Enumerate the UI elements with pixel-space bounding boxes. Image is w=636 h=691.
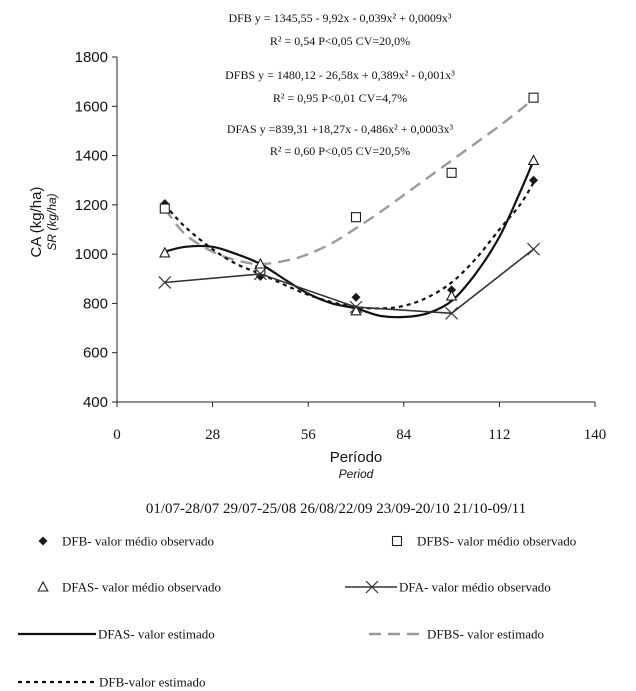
legend-label-dfas_obs: DFAS- valor médio observado <box>62 580 221 595</box>
point-dfbs_obs <box>350 212 362 223</box>
y-tick-label: 600 <box>83 345 108 362</box>
fit-line-dfas_fit <box>164 160 535 319</box>
legend-item-dfbs_obs: DFBS- valor médio observado <box>391 534 576 549</box>
equation-dfas-stats: R² = 0,60 P<0,05 CV=20,5% <box>270 144 410 158</box>
point-dfas_obs <box>527 154 540 166</box>
equation-dfb-stats: R² = 0,54 P<0,05 CV=20,0% <box>270 34 410 48</box>
point-dfa_obs <box>158 276 172 289</box>
plot-area <box>158 92 540 320</box>
equation-dfb: DFB y = 1345,55 - 9,92x - 0,039x² + 0,00… <box>228 11 451 25</box>
legend-marker-dfa_obs <box>365 580 379 594</box>
point-dfbs_obs <box>159 203 170 214</box>
axis-titles: CA (kg/ha) SR (kg/ha) Período Period 01/… <box>28 187 526 517</box>
point-dfa_obs <box>253 267 267 281</box>
point-dfas_obs <box>254 257 267 269</box>
y-tick-label: 1600 <box>75 98 108 115</box>
y-axis-sublabel: SR (kg/ha) <box>45 193 59 250</box>
x-tick-label: 140 <box>584 427 607 443</box>
y-tick-label: 1000 <box>75 246 108 263</box>
y-axis-label: CA (kg/ha) <box>28 187 45 258</box>
legend-marker-dfb_obs <box>38 536 48 546</box>
fit-line-dfbs_fit <box>163 97 535 266</box>
point-dfbs_obs <box>528 92 539 103</box>
x-axis-sublabel: Period <box>339 467 374 481</box>
legend-item-dfas_obs: DFAS- valor médio observado <box>37 580 221 595</box>
equations: DFB y = 1345,55 - 9,92x - 0,039x² + 0,00… <box>225 11 455 158</box>
x-axis-label: Período <box>330 449 383 466</box>
y-tick-label: 400 <box>83 394 108 411</box>
legend-item-dfb_fit: DFB-valor estimado <box>18 675 206 690</box>
legend-label-dfa_obs: DFA- valor médio observado <box>399 580 551 595</box>
axes: 400 600 800 1000 1200 1400 1600 1800 0 28 56 84 112 1… <box>75 49 607 443</box>
legend-label-dfbs_fit: DFBS- valor estimado <box>427 627 544 642</box>
y-tick-label: 1800 <box>75 49 108 66</box>
equation-dfbs: DFBS y = 1480,12 - 26,58x + 0,389x² - 0,… <box>225 68 455 82</box>
legend-item-dfb_obs: DFB- valor médio observado <box>38 534 214 549</box>
legend-label-dfas_fit: DFAS- valor estimado <box>98 627 215 642</box>
point-dfa_obs <box>349 300 363 314</box>
legend-marker-dfbs_obs <box>391 535 403 547</box>
point-dfa_obs <box>527 242 540 256</box>
equation-dfbs-stats: R² = 0,95 P<0,01 CV=4,7% <box>273 91 407 105</box>
periods-label: 01/07-28/07 29/07-25/08 26/08/22/09 23/0… <box>146 501 526 517</box>
point-dfas_obs <box>445 289 458 301</box>
series-line-dfa_obs <box>164 248 534 315</box>
point-dfa_obs <box>445 306 459 320</box>
point-dfb_obs <box>351 292 361 302</box>
legend-item-dfas_fit: DFAS- valor estimado <box>18 627 215 642</box>
legend-item-dfbs_fit: DFBS- valor estimado <box>369 627 544 642</box>
legend-label-dfbs_obs: DFBS- valor médio observado <box>417 534 576 549</box>
y-tick-label: 800 <box>83 295 108 312</box>
point-dfbs_obs <box>446 167 457 178</box>
x-tick-label: 56 <box>301 427 317 443</box>
legend-label-dfb_fit: DFB-valor estimado <box>99 675 206 690</box>
y-tick-label: 1200 <box>75 197 108 214</box>
x-tick-label: 28 <box>205 427 220 443</box>
legend: DFB- valor médio observado DFBS- valor mé… <box>18 534 576 690</box>
y-tick-label: 1400 <box>75 148 108 165</box>
x-tick-label: 0 <box>113 427 121 443</box>
x-tick-label: 112 <box>488 427 510 443</box>
legend-item-dfa_obs: DFA- valor médio observado <box>345 580 551 595</box>
point-dfas_obs <box>159 246 171 258</box>
fit-line-dfb_fit <box>163 182 535 310</box>
legend-label-dfb_obs: DFB- valor médio observado <box>62 534 214 549</box>
legend-marker-dfas_obs <box>37 580 49 592</box>
point-dfb_obs <box>529 175 539 185</box>
equation-dfas: DFAS y =839,31 +18,27x - 0,486x² + 0,000… <box>227 122 454 136</box>
x-tick-label: 84 <box>396 427 412 443</box>
